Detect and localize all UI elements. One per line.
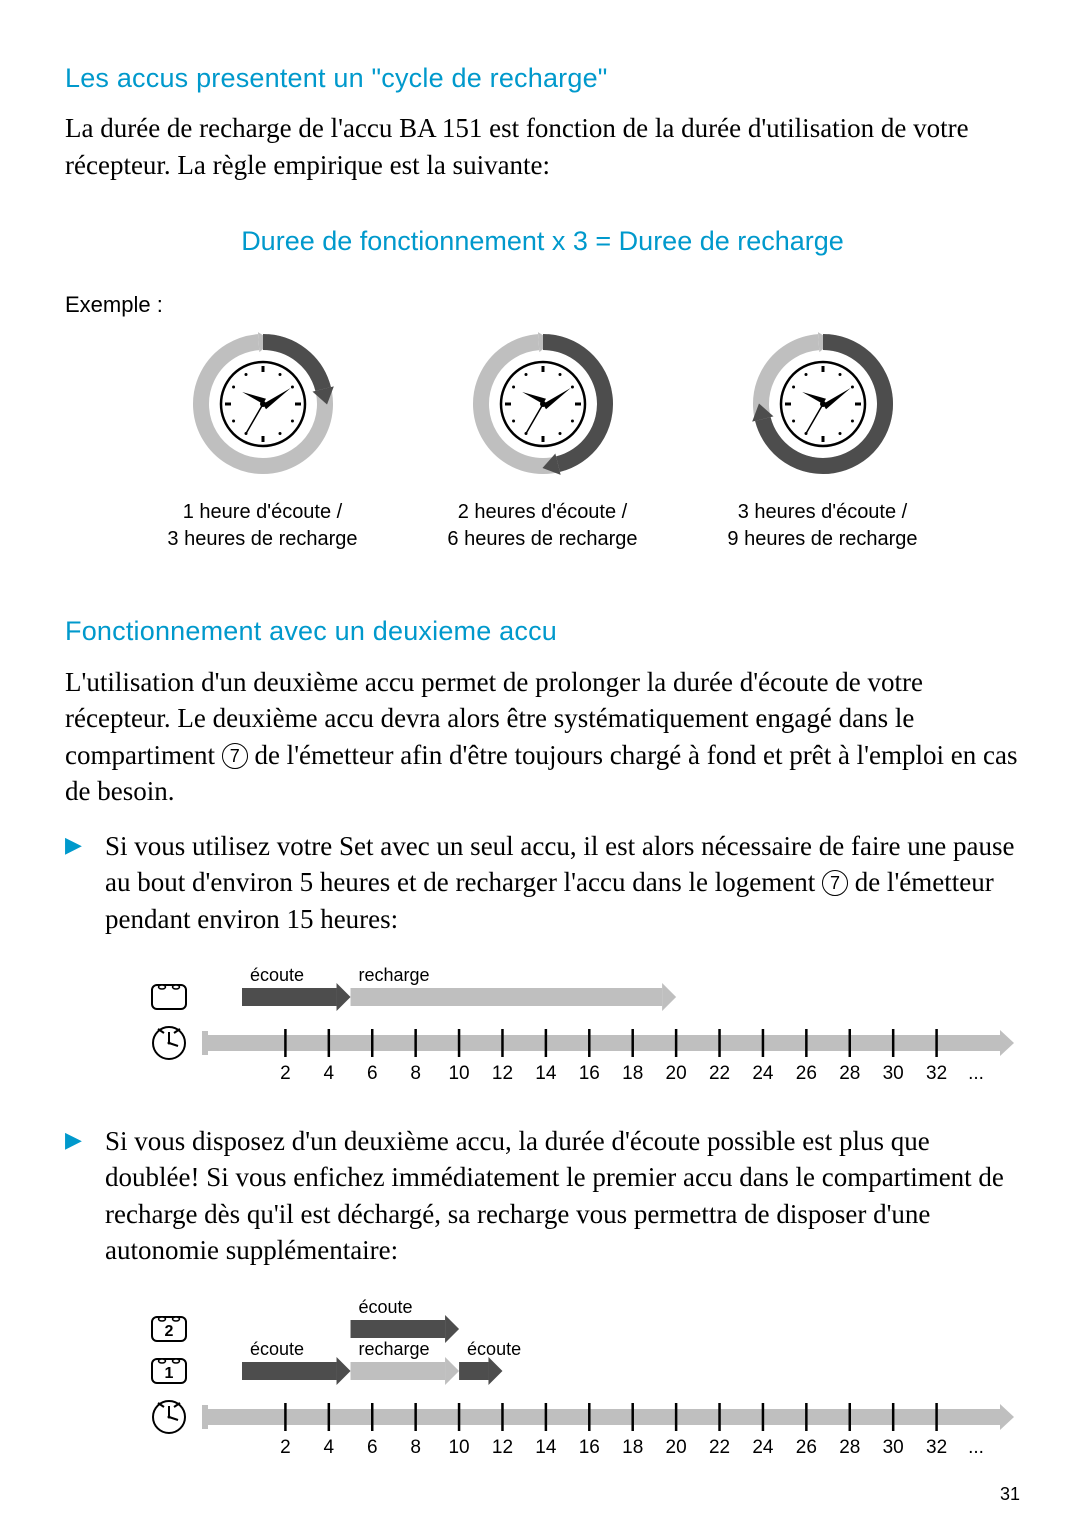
clocks-row: 1 heure d'écoute /3 heures de recharge 2… [65, 319, 1020, 553]
clock-icon [178, 319, 348, 489]
tick-label: 30 [883, 1437, 904, 1458]
tick-label: 4 [324, 1063, 335, 1084]
arrow-bar [242, 1357, 351, 1385]
circled-number-7a: 7 [222, 743, 248, 769]
timeline-2: 2 écoute 1 écoute recharge écoute 246810… [150, 1289, 1020, 1467]
clock-small-icon [153, 1401, 185, 1433]
segment-label: écoute [359, 1297, 413, 1317]
tick-label: 2 [280, 1063, 291, 1084]
tick-label: 20 [666, 1063, 687, 1084]
segment-label: recharge [359, 1339, 430, 1359]
tick-label: 12 [492, 1437, 513, 1458]
page-number: 31 [1000, 1482, 1020, 1506]
clock-icon [458, 319, 628, 489]
tick-label: 12 [492, 1063, 513, 1084]
arrow-bar [351, 983, 677, 1011]
battery-icon: 1 [152, 1359, 186, 1383]
tick-label: 16 [579, 1063, 600, 1084]
tick-label: 24 [752, 1063, 774, 1084]
tick-label: 26 [796, 1437, 817, 1458]
tick-label: 14 [535, 1063, 557, 1084]
tick-label: 10 [448, 1063, 469, 1084]
section1-heading: Les accus presentent un "cycle de rechar… [65, 60, 1020, 96]
arrow-bar [242, 983, 351, 1011]
clock-icon [738, 319, 908, 489]
bullet-2: Si vous disposez d'un deuxième accu, la … [65, 1123, 1020, 1467]
tick-label: 28 [839, 1063, 860, 1084]
tick-label: 26 [796, 1063, 817, 1084]
svg-text:1: 1 [165, 1365, 174, 1382]
bullet-1: Si vous utilisez votre Set avec un seul … [65, 828, 1020, 1093]
tick-label: 18 [622, 1063, 643, 1084]
recharge-formula: Duree de fonctionnement x 3 = Duree de r… [65, 223, 1020, 259]
tick-label: 32 [926, 1063, 947, 1084]
segment-label: écoute [467, 1339, 521, 1359]
tick-label: 16 [579, 1437, 600, 1458]
circled-number-7b: 7 [822, 870, 848, 896]
tick-label: 6 [367, 1437, 378, 1458]
clock-caption: 2 heures d'écoute /6 heures de recharge [447, 499, 637, 553]
tick-label: 32 [926, 1437, 947, 1458]
tick-label: ... [968, 1437, 984, 1458]
tick-label: 8 [410, 1063, 421, 1084]
tick-label: 30 [883, 1063, 904, 1084]
tick-label: ... [968, 1063, 984, 1084]
tick-label: 14 [535, 1437, 557, 1458]
segment-label: recharge [359, 965, 430, 985]
tick-label: 2 [280, 1437, 291, 1458]
timeline-1: écoute recharge 246810121416182022242628… [150, 957, 1020, 1093]
tick-label: 6 [367, 1063, 378, 1084]
tick-label: 22 [709, 1437, 730, 1458]
clock-column: 1 heure d'écoute /3 heures de recharge [153, 319, 373, 553]
battery-icon [152, 985, 186, 1009]
section1-para: La durée de recharge de l'accu BA 151 es… [65, 110, 1020, 183]
tick-label: 24 [752, 1437, 774, 1458]
segment-label: écoute [250, 1339, 304, 1359]
tick-label: 22 [709, 1063, 730, 1084]
example-label: Exemple : [65, 290, 1020, 320]
tick-label: 28 [839, 1437, 860, 1458]
arrow-bar [459, 1357, 502, 1385]
battery-icon: 2 [152, 1317, 186, 1341]
clock-small-icon [153, 1027, 185, 1059]
section2-para: L'utilisation d'un deuxième accu permet … [65, 664, 1020, 810]
clock-column: 3 heures d'écoute /9 heures de recharge [713, 319, 933, 553]
tick-label: 18 [622, 1437, 643, 1458]
tick-label: 20 [666, 1437, 687, 1458]
clock-caption: 1 heure d'écoute /3 heures de recharge [167, 499, 357, 553]
svg-text:2: 2 [165, 1323, 174, 1340]
clock-caption: 3 heures d'écoute /9 heures de recharge [727, 499, 917, 553]
tick-label: 10 [448, 1437, 469, 1458]
segment-label: écoute [250, 965, 304, 985]
section2-heading: Fonctionnement avec un deuxieme accu [65, 613, 1020, 649]
bullet2-text: Si vous disposez d'un deuxième accu, la … [105, 1126, 1004, 1265]
tick-label: 8 [410, 1437, 421, 1458]
tick-label: 4 [324, 1437, 335, 1458]
clock-column: 2 heures d'écoute /6 heures de recharge [433, 319, 653, 553]
arrow-bar [351, 1357, 460, 1385]
